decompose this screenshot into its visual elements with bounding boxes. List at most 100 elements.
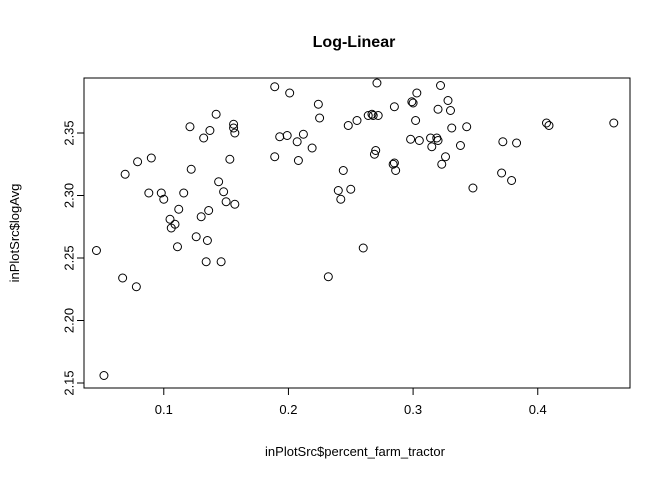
data-point xyxy=(91,246,101,255)
y-tick-label: 2.15 xyxy=(62,370,77,395)
data-point xyxy=(352,116,362,125)
data-point xyxy=(433,104,443,114)
data-point xyxy=(411,116,421,125)
data-point xyxy=(408,98,418,108)
data-point xyxy=(133,157,143,167)
data-point xyxy=(447,123,457,133)
data-point xyxy=(186,164,196,174)
data-point xyxy=(407,97,417,107)
data-point xyxy=(412,88,422,98)
data-point xyxy=(363,111,373,120)
data-point xyxy=(445,106,455,115)
data-point xyxy=(204,206,214,215)
data-point xyxy=(369,149,379,159)
y-tick-label: 2.35 xyxy=(62,120,77,145)
data-point xyxy=(196,212,206,222)
data-point xyxy=(219,187,229,197)
data-point xyxy=(202,236,212,245)
data-point xyxy=(406,134,416,144)
data-point xyxy=(443,96,453,105)
data-point xyxy=(414,136,424,145)
y-axis: 2.15 2.20 2.25 2.30 2.35 xyxy=(62,120,85,396)
data-point xyxy=(174,204,184,214)
data-point xyxy=(367,109,377,119)
data-point xyxy=(156,188,166,198)
data-point xyxy=(389,102,399,112)
data-point xyxy=(455,141,465,150)
data-point xyxy=(323,272,333,282)
data-point xyxy=(131,282,141,292)
data-point xyxy=(199,133,209,143)
data-point xyxy=(437,159,447,169)
data-point xyxy=(315,113,325,123)
data-point xyxy=(118,273,128,283)
data-point xyxy=(179,188,189,198)
data-point xyxy=(343,121,353,130)
data-point xyxy=(468,183,478,193)
data-point xyxy=(165,214,175,224)
data-point xyxy=(229,119,239,129)
data-point xyxy=(293,156,303,165)
data-point xyxy=(282,131,292,140)
data-point xyxy=(336,194,346,204)
data-point xyxy=(507,176,517,185)
y-tick-label: 2.30 xyxy=(62,183,77,208)
data-point xyxy=(185,122,195,132)
data-point xyxy=(99,371,109,380)
x-axis: 0.1 0.2 0.3 0.4 xyxy=(155,387,547,417)
data-point xyxy=(427,142,437,152)
x-axis-label: inPlotSrc$percent_farm_tractor xyxy=(265,444,446,459)
data-point xyxy=(170,219,180,229)
data-point xyxy=(120,169,130,179)
data-point xyxy=(225,154,235,164)
data-point xyxy=(346,184,356,194)
data-point xyxy=(497,168,507,178)
data-point xyxy=(285,88,295,98)
data-point xyxy=(373,111,383,120)
y-axis-label: inPlotSrc$logAvg xyxy=(7,184,22,283)
x-tick-label: 0.1 xyxy=(155,402,173,417)
data-point xyxy=(229,123,239,133)
y-tick-label: 2.20 xyxy=(62,308,77,333)
data-point xyxy=(541,118,551,128)
data-point xyxy=(333,186,343,195)
data-point xyxy=(436,81,446,90)
data-point xyxy=(441,152,451,162)
data-point xyxy=(358,243,368,253)
data-point xyxy=(544,121,554,130)
data-point xyxy=(146,153,156,163)
x-tick-label: 0.4 xyxy=(529,402,547,417)
data-point xyxy=(512,138,522,148)
data-point xyxy=(270,152,280,162)
data-point xyxy=(211,109,221,119)
data-point xyxy=(172,242,182,252)
data-point xyxy=(313,99,323,109)
data-point xyxy=(230,128,240,138)
data-points xyxy=(91,78,619,380)
data-point xyxy=(298,129,308,139)
y-tick-label: 2.25 xyxy=(62,245,77,270)
data-point xyxy=(307,143,317,153)
data-point xyxy=(292,137,302,147)
data-point xyxy=(221,197,231,207)
data-point xyxy=(201,257,211,267)
data-point xyxy=(230,199,240,209)
data-point xyxy=(388,159,398,169)
data-point xyxy=(371,146,381,155)
data-point xyxy=(368,111,378,120)
data-point xyxy=(214,177,224,187)
data-point xyxy=(372,78,382,88)
data-point xyxy=(338,166,348,175)
data-point xyxy=(159,194,169,204)
data-point xyxy=(609,118,619,128)
x-tick-label: 0.2 xyxy=(279,402,297,417)
data-point xyxy=(391,166,401,175)
data-point xyxy=(498,137,508,147)
data-point xyxy=(191,232,201,242)
chart-title: Log-Linear xyxy=(313,34,396,51)
data-point xyxy=(205,126,215,135)
data-point xyxy=(216,257,226,267)
data-point xyxy=(462,122,472,132)
